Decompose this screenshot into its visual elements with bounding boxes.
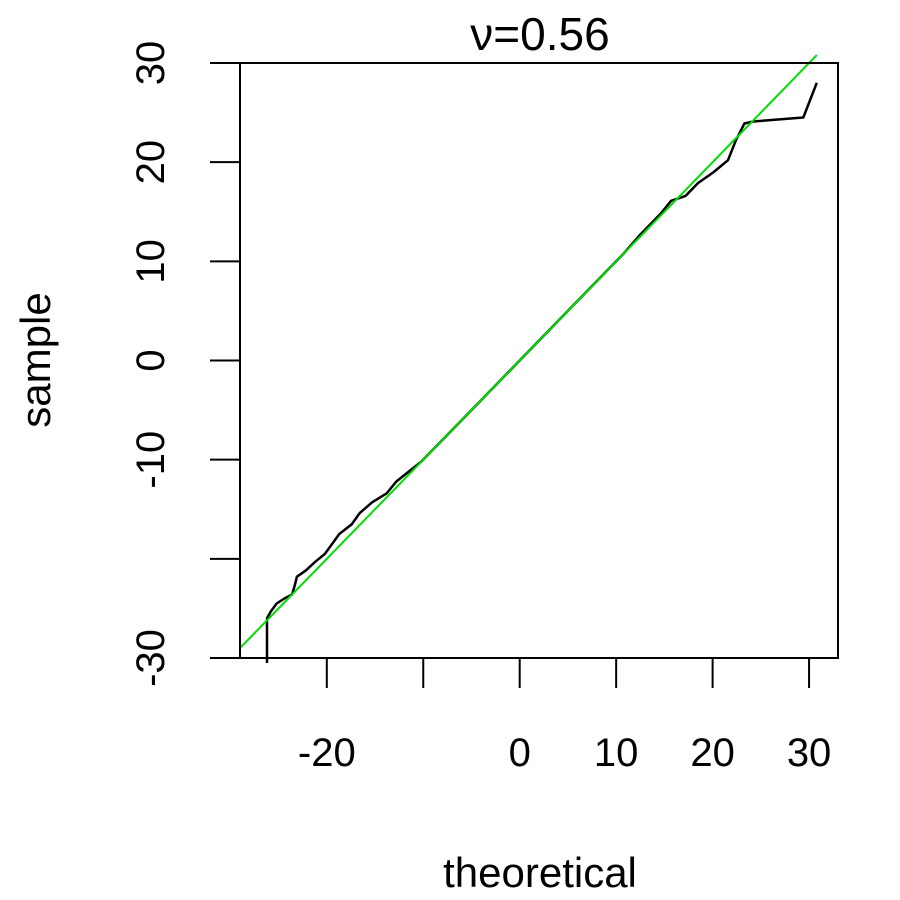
y-axis: -30 -10 0 10 20 30 xyxy=(129,41,240,687)
plot-frame xyxy=(239,62,839,659)
sample-quantile-line xyxy=(265,82,818,663)
x-tick-label: 0 xyxy=(509,731,531,775)
x-axis-title: theoretical xyxy=(443,849,637,896)
x-tick-label: 30 xyxy=(787,731,832,775)
x-tick-label: 20 xyxy=(690,731,735,775)
y-axis-title: sample xyxy=(12,292,59,427)
y-tick-label: -10 xyxy=(129,431,173,489)
y-tick-label: 30 xyxy=(129,41,173,86)
x-axis: -20 0 10 20 30 xyxy=(298,658,831,775)
x-tick-label: -20 xyxy=(298,731,356,775)
series-layer xyxy=(239,54,818,663)
reference-line xyxy=(239,54,818,649)
x-tick-label: 10 xyxy=(594,731,639,775)
y-tick-label: 10 xyxy=(129,239,173,284)
y-tick-label: -30 xyxy=(129,629,173,687)
y-tick-label: 0 xyxy=(129,349,173,371)
y-tick-label: 20 xyxy=(129,140,173,185)
chart-title: ν=0.56 xyxy=(470,8,609,60)
